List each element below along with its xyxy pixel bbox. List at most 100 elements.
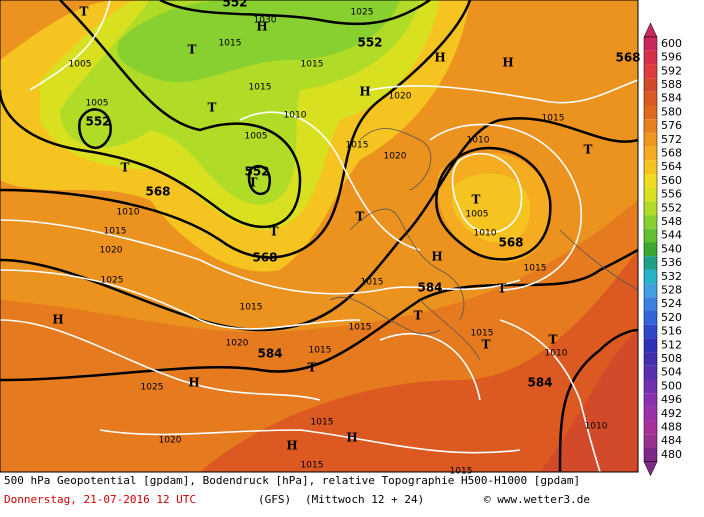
colorbar: 6005965925885845805765725685645605565525… [643, 22, 682, 477]
high-center: H [502, 56, 513, 70]
colorbar-arrow [643, 22, 658, 38]
pressure-label: 1010 [284, 111, 307, 121]
coastlines [329, 128, 638, 361]
colorbar-tick-label: 492 [661, 407, 682, 420]
pressure-label: 1015 [542, 114, 565, 124]
low-center: T [308, 361, 317, 375]
low-center: T [414, 309, 423, 323]
colorbar-tick-label: 584 [661, 92, 682, 105]
colorbar-swatch [644, 393, 657, 407]
colorbar-tick-label: 496 [661, 393, 682, 406]
date: Donnerstag, 21-07-2016 12 UTC [4, 493, 196, 506]
colorbar-tick-label: 572 [661, 133, 682, 146]
low-center: T [584, 143, 593, 157]
high-center: H [286, 439, 297, 453]
geopotential-label: 568 [252, 251, 277, 265]
geopotential-label: 552 [222, 0, 247, 10]
pressure-label: 1025 [141, 383, 164, 393]
colorbar-swatch [644, 201, 657, 216]
geopotential-label: 552 [357, 36, 382, 50]
map-labels: 552 552 552 552 568 568 568 584 584 584 568 1030 102… [52, 0, 640, 477]
colorbar-swatch [644, 406, 657, 421]
low-center: T [208, 101, 217, 115]
colorbar-swatch [644, 187, 657, 202]
pressure-label: 1010 [474, 229, 497, 239]
colorbar-frame [643, 36, 658, 462]
colorbar-swatch [644, 50, 657, 65]
high-center: H [256, 20, 267, 34]
colorbar-tick-label: 516 [661, 325, 682, 338]
colorbar-swatch [644, 64, 657, 79]
geopotential-label: 584 [257, 347, 282, 361]
map-frame [0, 0, 639, 473]
geopotential-contours [0, 0, 638, 472]
colorbar-tick-label: 592 [661, 64, 682, 77]
pressure-label: 1015 [346, 141, 369, 151]
low-center: T [121, 161, 130, 175]
pressure-label: 1015 [309, 346, 332, 356]
pressure-label: 1015 [240, 303, 263, 313]
pressure-label: 1010 [467, 136, 490, 146]
colorbar-tick-label: 576 [661, 119, 682, 132]
pressure-label: 1015 [361, 278, 384, 288]
low-center: T [482, 338, 491, 352]
pressure-label: 1005 [245, 132, 268, 142]
geopotential-label: 584 [527, 376, 552, 390]
colorbar-swatch [644, 242, 657, 257]
colorbar-swatch [644, 91, 657, 106]
footer: 500 hPa Geopotential [gpdam], Bodendruck… [4, 474, 590, 506]
colorbar-tick-label: 564 [661, 160, 682, 173]
geopotential-label: 568 [498, 236, 523, 250]
colorbar-tick-label: 580 [661, 105, 682, 118]
pressure-label: 1020 [159, 436, 182, 446]
source: © www.wetter3.de [484, 493, 590, 506]
colorbar-swatch [644, 174, 657, 188]
high-center: H [188, 376, 199, 390]
low-center: T [472, 193, 481, 207]
colorbar-tick-label: 488 [661, 420, 682, 433]
colorbar-tick-label: 568 [661, 146, 682, 159]
colorbar-tick-label: 500 [661, 379, 682, 392]
colorbar-tick-label: 536 [661, 256, 682, 269]
pressure-label: 1015 [450, 467, 473, 477]
pressure-label: 1010 [545, 349, 568, 359]
high-center: H [431, 250, 442, 264]
pressure-label: 1010 [117, 208, 140, 218]
pressure-label: 1015 [471, 329, 494, 339]
colorbar-swatch [644, 105, 657, 120]
pressure-label: 1025 [351, 8, 374, 18]
colorbar-swatch [644, 228, 657, 243]
map-area [0, 0, 638, 472]
colorbar-swatch [644, 37, 657, 51]
geopotential-label: 568 [145, 185, 170, 199]
colorbar-tick-label: 512 [661, 338, 682, 351]
pressure-label: 1015 [349, 323, 372, 333]
hot-zone [540, 330, 638, 472]
colorbar-arrow [643, 461, 658, 477]
colorbar-swatch [644, 283, 657, 298]
pressure-label: 1020 [226, 339, 249, 349]
colorbar-tick-label: 556 [661, 188, 682, 201]
low-center: T [270, 225, 279, 239]
colorbar-swatch [644, 420, 657, 435]
colorbar-tick-label: 548 [661, 215, 682, 228]
pressure-label: 1015 [301, 60, 324, 70]
pressure-label: 1020 [100, 246, 123, 256]
pressure-label: 1010 [585, 422, 608, 432]
colorbar-swatch [644, 338, 657, 353]
colorbar-tick-label: 484 [661, 434, 682, 447]
pressure-label: 1005 [86, 99, 109, 109]
colorbar-tick-label: 508 [661, 352, 682, 365]
colorbar-swatch [644, 379, 657, 394]
colorbar-tick-label: 540 [661, 242, 682, 255]
hot-zone [200, 250, 638, 472]
low-center: T [498, 282, 507, 296]
colorbar-tick-label: 544 [661, 229, 682, 242]
colorbar-swatch [644, 297, 657, 311]
pressure-label: 1005 [466, 210, 489, 220]
low-center: T [80, 5, 89, 19]
colorbar-swatch [644, 352, 657, 366]
colorbar-tick-label: 520 [661, 311, 682, 324]
colorbar-tick-label: 552 [661, 201, 682, 214]
